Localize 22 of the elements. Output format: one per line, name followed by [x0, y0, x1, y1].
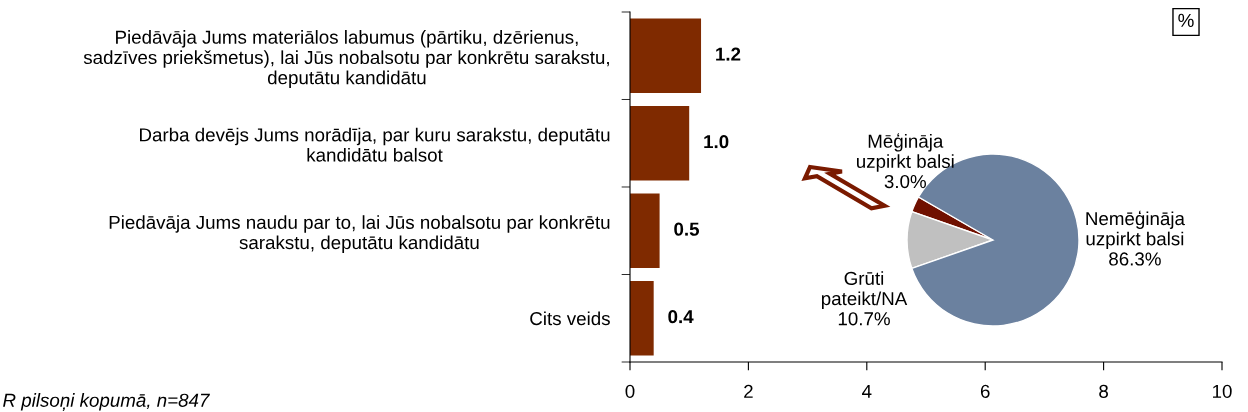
x-tick-label: 0	[625, 384, 635, 398]
x-tick-label: 6	[980, 384, 990, 398]
data-label: 0.5	[674, 222, 700, 236]
data-label: 1.2	[716, 47, 741, 61]
x-tick-label: 10	[1213, 384, 1232, 398]
y-tick-label: Piedāvāja Jums naudu par to, lai Jūs nobalsotu par konkrētu sarakstu, deputātu kandidātu	[109, 215, 610, 253]
data-label: 86.3%	[1109, 252, 1161, 266]
y-tick-label: Cits veids	[530, 311, 610, 326]
x-tick-label: 2	[744, 384, 753, 398]
y-tick-label: Darba devējs Jums norādīja, par kuru sarakstu, deputātu kandidātu balsot	[140, 127, 610, 162]
data-label: 1.0	[704, 135, 729, 149]
data-label: 3.0%	[884, 174, 926, 189]
annotation: %	[1178, 13, 1194, 27]
slice-label: Grūti pateikt/NA	[821, 271, 908, 309]
y-tick-label: Piedāvāja Jums materiālos labumus (pārtiku, dzērienus, sadzīves priekšmetus), lai Jūs nobalsotu par konkrētu sarakstu, deputātu kandidātu	[83, 30, 609, 89]
data-label: 0.4	[668, 310, 694, 324]
slice-label: Mēģināja uzpirkt balsi	[857, 133, 954, 172]
data-label: 10.7%	[838, 312, 890, 326]
x-tick-label: 4	[862, 384, 872, 398]
slice-label: Nemēģināja uzpirkt balsi	[1086, 210, 1185, 250]
x-tick-label: 8	[1099, 384, 1108, 398]
text: R pilsoņi kopumā, n=847	[3, 393, 210, 411]
